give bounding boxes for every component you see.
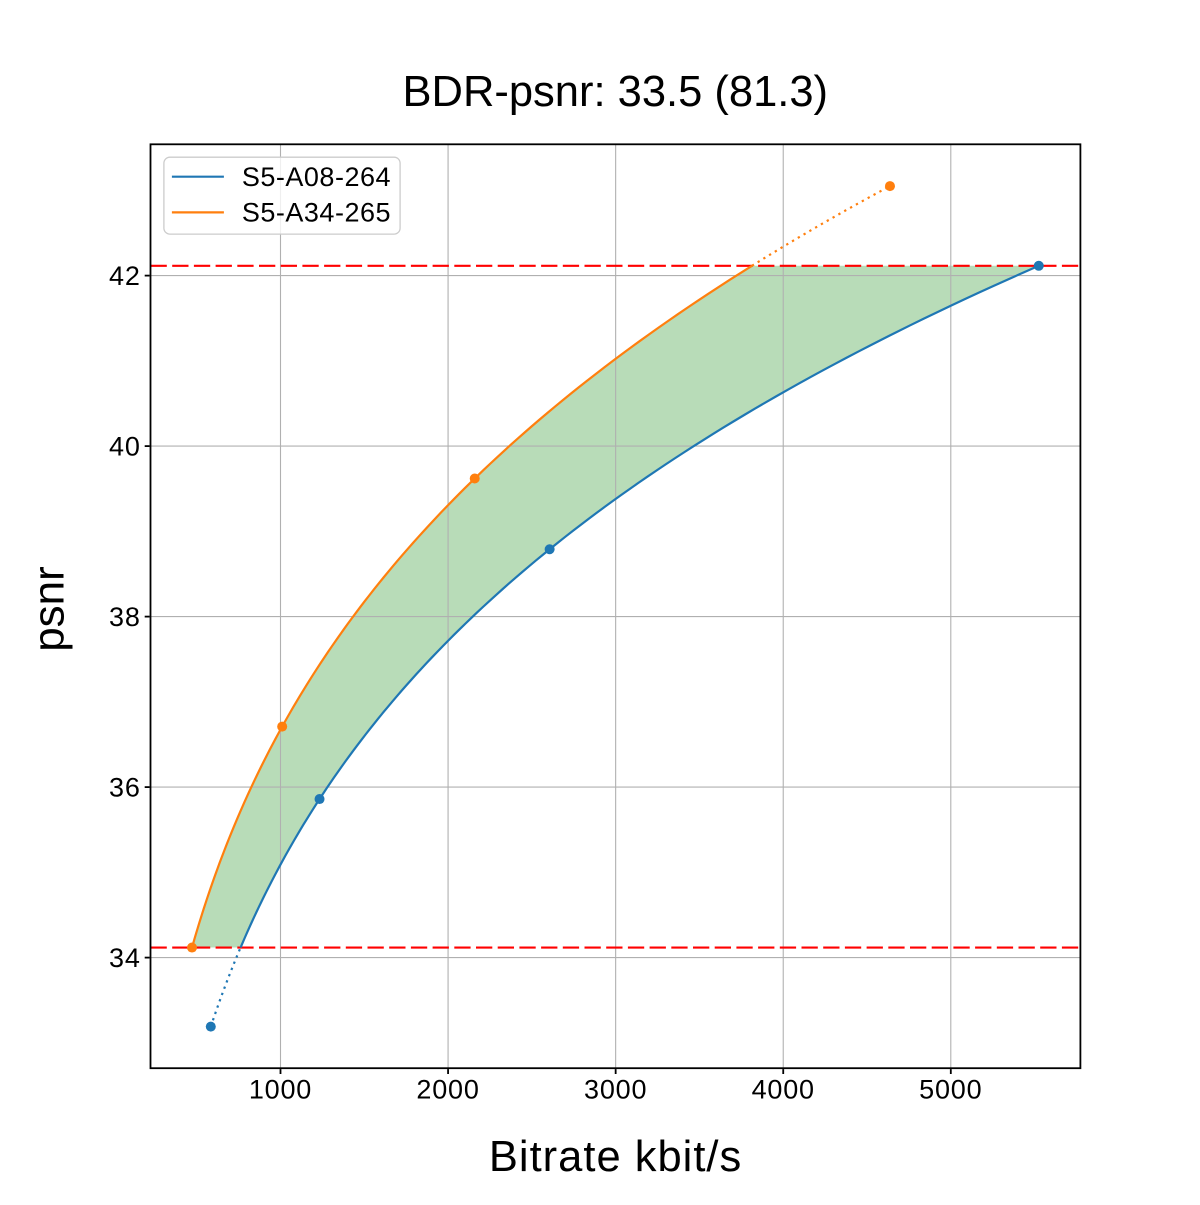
svg-text:40: 40 bbox=[109, 431, 141, 461]
svg-text:34: 34 bbox=[109, 943, 141, 973]
svg-text:BDR-psnr: 33.5 (81.3): BDR-psnr: 33.5 (81.3) bbox=[403, 68, 829, 116]
svg-text:S5-A08-264: S5-A08-264 bbox=[242, 162, 391, 192]
svg-text:42: 42 bbox=[109, 261, 141, 291]
svg-text:2000: 2000 bbox=[416, 1075, 479, 1105]
svg-text:3000: 3000 bbox=[584, 1075, 647, 1105]
svg-text:Bitrate kbit/s: Bitrate kbit/s bbox=[489, 1133, 742, 1181]
svg-text:1000: 1000 bbox=[249, 1075, 312, 1105]
svg-text:38: 38 bbox=[109, 602, 141, 632]
svg-text:36: 36 bbox=[109, 772, 141, 802]
svg-text:4000: 4000 bbox=[752, 1075, 815, 1105]
svg-text:5000: 5000 bbox=[919, 1075, 982, 1105]
svg-text:S5-A34-265: S5-A34-265 bbox=[242, 198, 391, 228]
svg-text:psnr: psnr bbox=[24, 566, 73, 652]
